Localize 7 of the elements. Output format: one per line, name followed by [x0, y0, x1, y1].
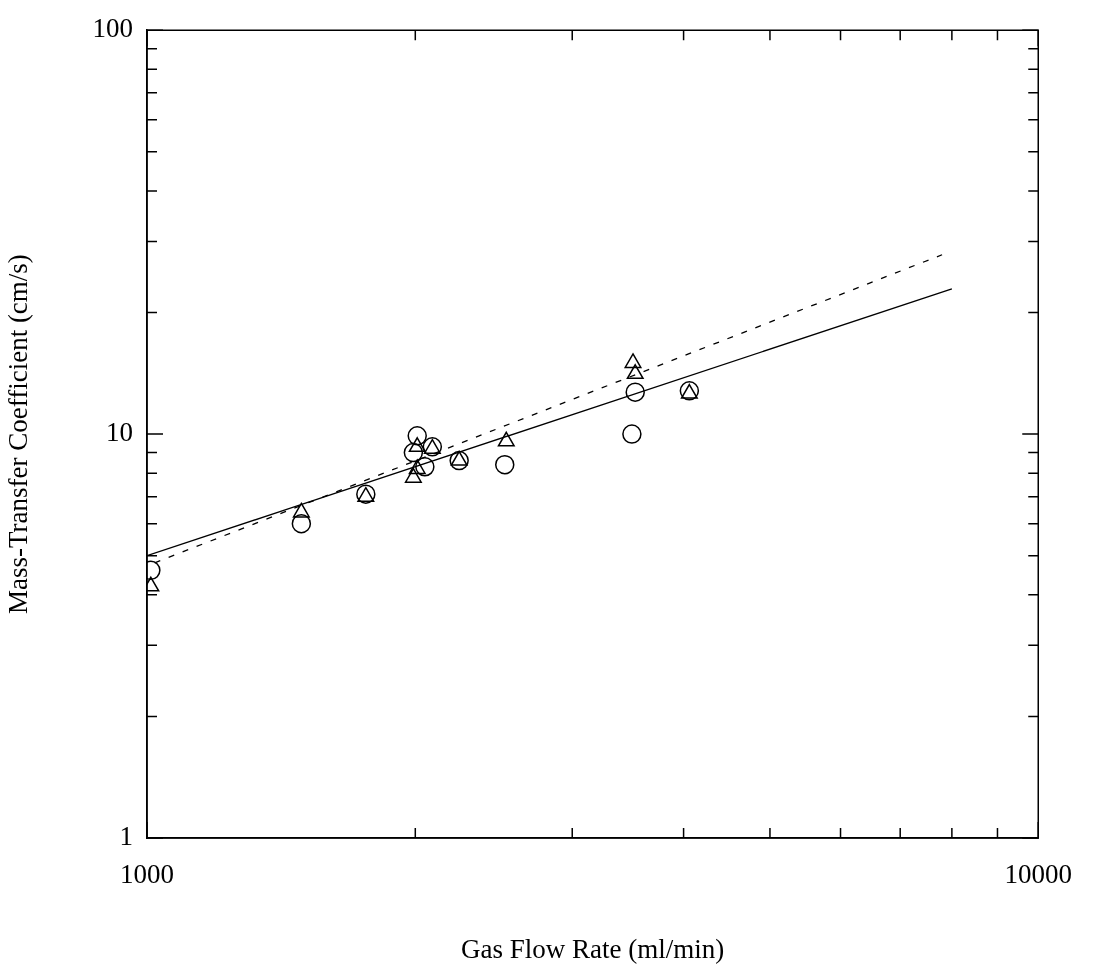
x-tick-label: 1000: [120, 859, 174, 890]
x-tick-label: 10000: [1004, 859, 1072, 890]
y-axis-title: Mass-Transfer Coefficient (cm/s): [3, 254, 34, 615]
y-tick-label: 1: [119, 821, 133, 852]
x-axis-title: Gas Flow Rate (ml/min): [461, 933, 725, 964]
y-tick-label: 100: [92, 13, 133, 44]
y-tick-label: 10: [106, 417, 133, 448]
